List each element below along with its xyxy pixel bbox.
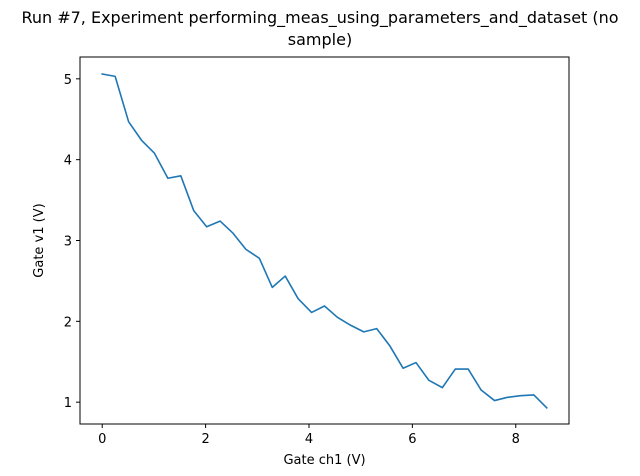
y-tick-label: 3: [64, 235, 72, 250]
x-tick-label: 4: [305, 432, 313, 447]
x-tick-label: 6: [408, 432, 416, 447]
chart-title-line-2: sample): [288, 30, 352, 49]
x-axis-label: Gate ch1 (V): [283, 453, 365, 468]
chart-title-line-1: Run #7, Experiment performing_meas_using…: [21, 8, 618, 28]
series-line: [101, 73, 548, 409]
y-tick-label: 1: [64, 396, 72, 411]
x-tick-label: 8: [512, 432, 520, 447]
x-tick-label: 2: [201, 432, 209, 447]
y-tick-label: 4: [64, 154, 72, 169]
plot-frame: [79, 56, 570, 425]
series-layer: [101, 73, 548, 409]
axis-ticks: 0 2 4 6 8 1 2 3 4 5: [64, 73, 520, 447]
y-tick-label: 2: [64, 315, 72, 330]
x-tick-label: 0: [98, 432, 106, 447]
y-tick-label: 5: [64, 73, 72, 88]
y-axis-label: Gate v1 (V): [32, 203, 47, 277]
